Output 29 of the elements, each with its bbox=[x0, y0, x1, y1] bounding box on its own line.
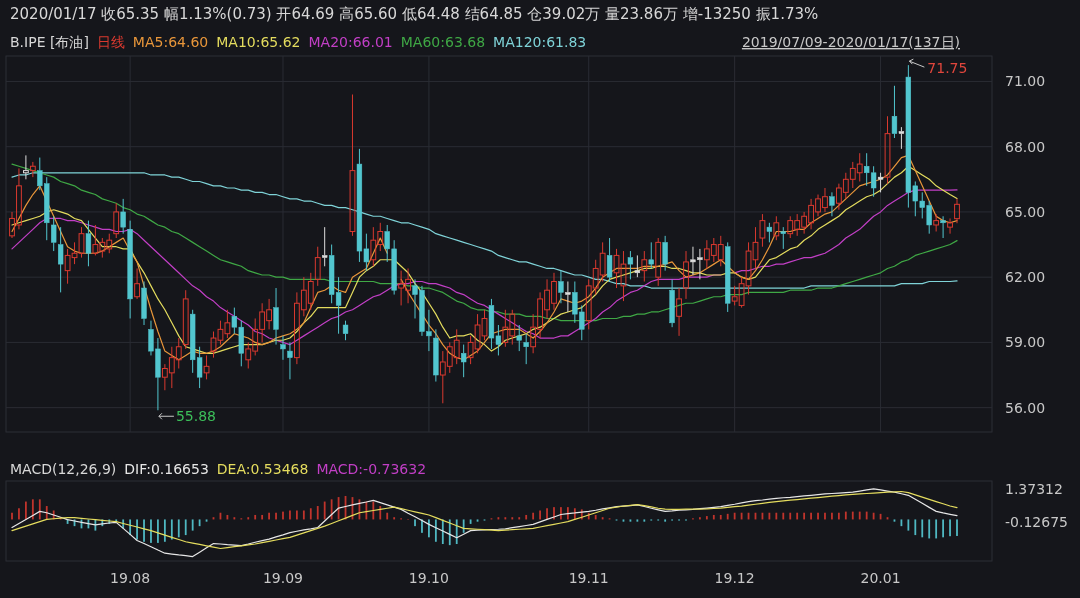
y-tick-label: 59.00 bbox=[1005, 334, 1046, 351]
text: MA5:64.60 bbox=[132, 34, 209, 50]
chart-subtitle: B.IPE [布油] bbox=[10, 34, 89, 50]
x-tick-label: 19.10 bbox=[408, 570, 449, 586]
y-tick-label: 1.37312 bbox=[1005, 480, 1063, 497]
text: DEA:0.53468 bbox=[216, 461, 309, 477]
text: MA120:61.83 bbox=[493, 34, 587, 50]
text: MA10:65.62 bbox=[216, 34, 301, 50]
x-tick-label: 19.12 bbox=[714, 570, 755, 586]
y-tick-label: -0.12675 bbox=[1005, 514, 1068, 531]
x-tick-label: 20.01 bbox=[860, 570, 901, 586]
text: DIF:0.16653 bbox=[124, 461, 209, 477]
text: MA60:63.68 bbox=[400, 34, 486, 50]
y-tick-label: 68.00 bbox=[1005, 138, 1046, 155]
series-label: MACD:-0.73632 bbox=[316, 461, 427, 477]
y-tick-label: 62.00 bbox=[1005, 269, 1046, 286]
y-tick-label: 65.00 bbox=[1005, 203, 1046, 220]
chart-title: 2020/01/17 收65.35 幅1.13%(0.73) 开64.69 高65.60 低64.48 结64.85 仓39.02万 量23.86万 增-13250 振1.73% bbox=[10, 5, 819, 23]
annotation: 55.88 bbox=[175, 408, 217, 425]
text: 日线 bbox=[96, 34, 125, 50]
x-tick-label: 19.08 bbox=[110, 570, 151, 586]
chart-title: MACD(12,26,9) bbox=[10, 461, 117, 477]
y-tick-label: 71.00 bbox=[1005, 73, 1046, 90]
annotation: 71.75 bbox=[927, 60, 968, 77]
text: MA20:66.01 bbox=[308, 34, 393, 50]
x-tick-label: 19.09 bbox=[262, 570, 304, 586]
x-tick-label: 19.11 bbox=[568, 570, 609, 586]
text: 2019/07/09-2020/01/17(137日) bbox=[741, 34, 960, 50]
y-tick-label: 56.00 bbox=[1005, 399, 1046, 416]
